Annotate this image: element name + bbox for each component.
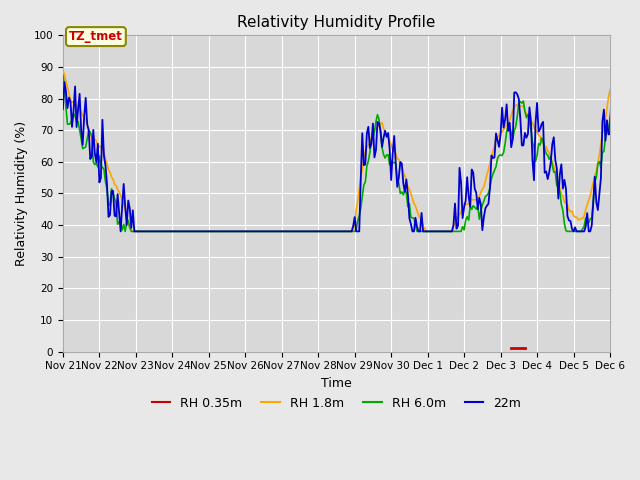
- X-axis label: Time: Time: [321, 377, 352, 390]
- Legend: RH 0.35m, RH 1.8m, RH 6.0m, 22m: RH 0.35m, RH 1.8m, RH 6.0m, 22m: [147, 392, 526, 415]
- Title: Relativity Humidity Profile: Relativity Humidity Profile: [237, 15, 436, 30]
- Text: TZ_tmet: TZ_tmet: [69, 30, 123, 43]
- Y-axis label: Relativity Humidity (%): Relativity Humidity (%): [15, 121, 28, 266]
